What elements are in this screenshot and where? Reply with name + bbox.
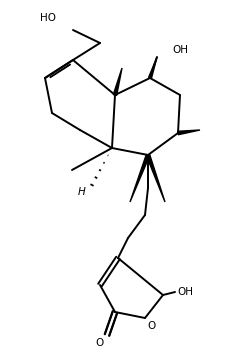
Text: H: H: [78, 187, 86, 197]
Polygon shape: [149, 57, 157, 78]
Text: O: O: [96, 338, 104, 348]
Text: O: O: [148, 321, 156, 331]
Text: HO: HO: [40, 13, 56, 23]
Polygon shape: [146, 155, 165, 202]
Text: OH: OH: [177, 287, 193, 297]
Text: OH: OH: [172, 45, 188, 55]
Polygon shape: [178, 130, 200, 135]
Polygon shape: [130, 155, 150, 202]
Polygon shape: [113, 68, 122, 95]
